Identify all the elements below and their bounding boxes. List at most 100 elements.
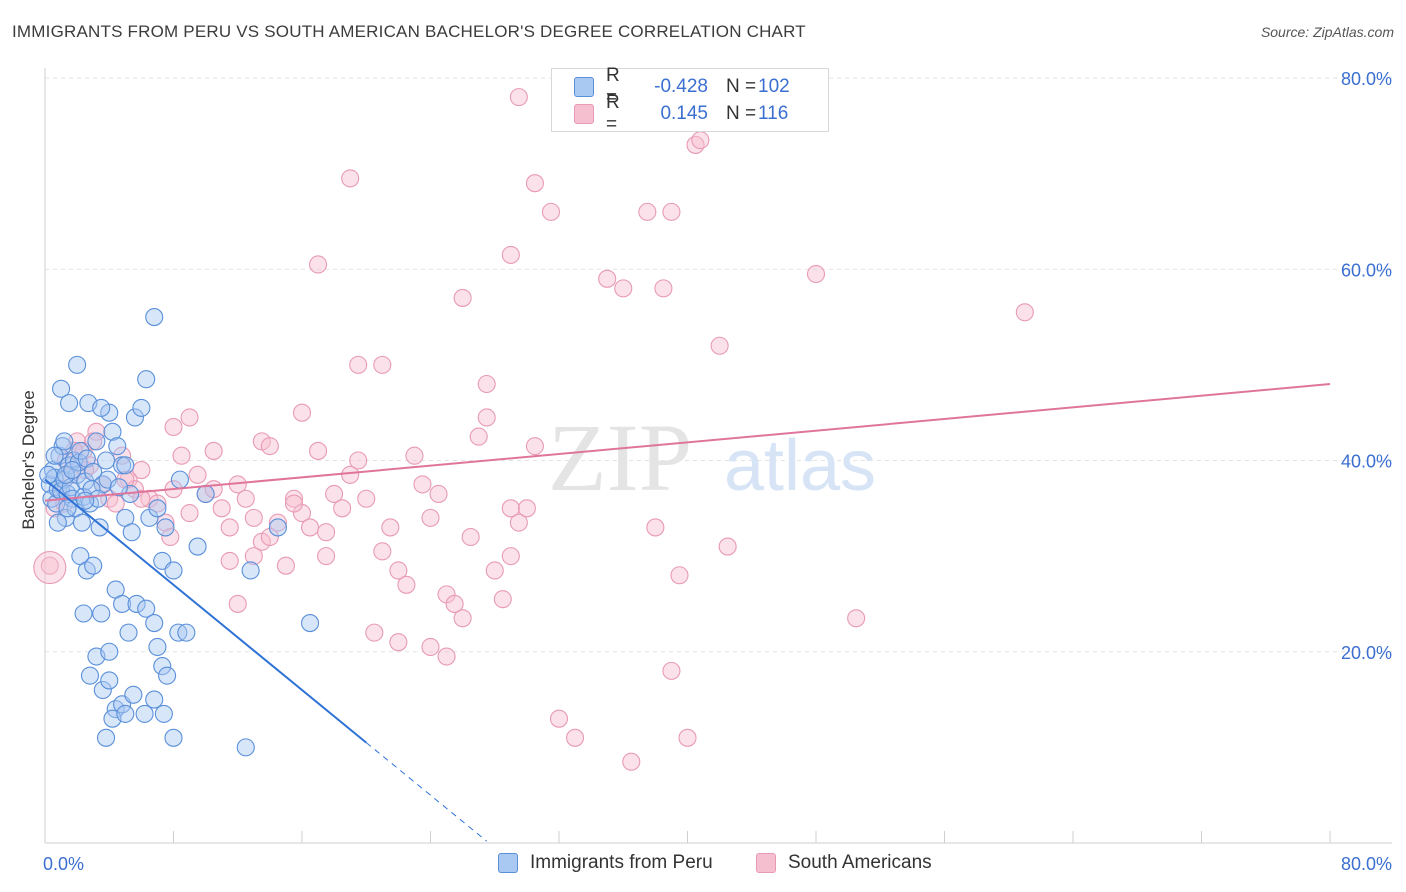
data-point-south-americans <box>614 279 633 298</box>
data-point-south-americans <box>389 633 408 652</box>
data-point-immigrants-from-peru <box>124 685 143 704</box>
y-tick-label: 80.0% <box>1341 69 1392 89</box>
data-point-immigrants-from-peru <box>93 680 112 700</box>
data-point-immigrants-from-peru <box>45 446 64 465</box>
data-point-south-americans <box>501 547 520 566</box>
data-point-south-americans <box>317 523 336 542</box>
legend-row-peru: R = -0.428 N = 102 <box>574 65 790 108</box>
data-point-immigrants-from-peru <box>145 690 164 709</box>
data-point-south-americans <box>691 131 710 150</box>
r-value: 0.145 <box>660 103 708 124</box>
y-tick-label: 60.0% <box>1341 260 1392 280</box>
trend-line-south-americans <box>44 383 1331 502</box>
data-point-south-americans <box>325 484 344 504</box>
data-point-south-americans <box>493 590 512 609</box>
data-point-immigrants-from-peru <box>125 408 144 427</box>
data-point-immigrants-from-peru <box>92 398 111 417</box>
data-point-immigrants-from-peru <box>52 379 71 398</box>
data-point-south-americans <box>309 441 328 460</box>
data-point-immigrants-from-peru <box>137 370 156 389</box>
data-point-south-americans <box>220 518 239 537</box>
data-point-south-americans <box>501 499 520 518</box>
legend-item-peru[interactable]: Immigrants from Peru <box>498 852 713 874</box>
data-point-immigrants-from-peru <box>156 518 175 537</box>
data-point-south-americans <box>188 465 207 484</box>
data-point-south-americans <box>405 446 424 465</box>
y-tick-label: 40.0% <box>1341 452 1392 472</box>
data-point-south-americans <box>244 547 263 566</box>
data-point-south-americans <box>718 537 737 556</box>
data-point-south-americans <box>333 499 352 518</box>
data-point-south-americans <box>421 508 440 527</box>
data-point-south-americans <box>397 575 416 594</box>
trend-lines <box>44 383 1331 842</box>
legend-row-south-americans: R = 0.145 N = 116 <box>574 92 788 135</box>
r-label: R = <box>606 92 620 135</box>
data-point-south-americans <box>477 374 496 394</box>
data-point-south-americans <box>501 245 520 264</box>
data-point-south-americans <box>204 441 223 460</box>
data-point-south-americans <box>485 561 504 580</box>
data-point-south-americans <box>87 422 106 441</box>
data-point-south-americans <box>670 566 689 585</box>
data-point-immigrants-from-peru <box>127 594 146 613</box>
data-point-immigrants-from-peru <box>236 738 255 757</box>
blue-swatch <box>498 853 518 873</box>
data-point-immigrants-from-peru <box>55 432 74 451</box>
data-point-south-americans <box>421 637 440 657</box>
data-point-south-americans <box>541 202 561 221</box>
data-point-south-americans <box>161 527 180 547</box>
data-point-immigrants-from-peru <box>72 513 91 532</box>
data-point-south-americans <box>341 465 360 484</box>
legend-label-south-americans: South Americans <box>788 852 932 873</box>
y-tick-label: 20.0% <box>1341 643 1392 663</box>
data-point-immigrants-from-peru <box>108 437 127 456</box>
data-point-south-americans <box>806 264 826 284</box>
data-point-immigrants-from-peru <box>119 623 138 642</box>
data-point-south-americans <box>164 417 183 437</box>
data-point-south-americans <box>549 709 569 728</box>
data-point-south-americans <box>638 202 657 221</box>
data-point-south-americans <box>317 547 336 566</box>
series-south-americans <box>33 88 1034 771</box>
r-value: -0.428 <box>654 76 708 97</box>
data-point-south-americans <box>646 518 665 537</box>
data-point-south-americans <box>622 752 641 771</box>
data-point-immigrants-from-peru <box>60 394 79 413</box>
chart-title: IMMIGRANTS FROM PERU VS SOUTH AMERICAN B… <box>12 22 806 41</box>
trend-line-immigrants-from-peru <box>44 478 367 744</box>
data-point-south-americans-large <box>33 551 67 585</box>
data-point-south-americans <box>365 623 384 642</box>
data-point-south-americans <box>180 504 199 523</box>
data-point-south-americans <box>389 561 408 580</box>
data-point-immigrants-from-peru <box>90 518 109 537</box>
data-point-south-americans <box>236 489 255 508</box>
data-point-south-americans <box>525 174 544 193</box>
data-point-south-americans <box>212 499 231 518</box>
data-point-south-americans <box>678 728 697 747</box>
trend-line-extension <box>365 742 488 842</box>
data-point-south-americans <box>413 475 432 494</box>
data-point-south-americans <box>228 594 247 613</box>
data-point-immigrants-from-peru <box>68 355 87 374</box>
data-point-south-americans <box>453 609 472 628</box>
data-point-south-americans <box>132 461 151 480</box>
data-point-south-americans <box>509 513 528 532</box>
data-point-south-americans <box>469 427 488 446</box>
data-point-south-americans <box>40 556 59 575</box>
data-point-immigrants-from-peru <box>188 537 207 556</box>
legend-label-peru: Immigrants from Peru <box>530 852 713 873</box>
data-point-south-americans <box>260 437 279 456</box>
data-point-south-americans <box>244 508 263 527</box>
data-point-immigrants-from-peru <box>80 666 100 685</box>
source-attribution: Source: ZipAtlas.com <box>1260 24 1394 40</box>
legend-item-south-americans[interactable]: South Americans <box>756 852 932 874</box>
watermark-zip: ZIP <box>548 404 692 511</box>
data-point-immigrants-from-peru <box>135 704 154 723</box>
data-point-south-americans <box>132 489 151 508</box>
data-point-immigrants-from-peru <box>63 461 82 480</box>
data-point-south-americans <box>292 403 312 422</box>
data-point-south-americans <box>517 499 536 518</box>
data-point-south-americans <box>349 451 368 470</box>
